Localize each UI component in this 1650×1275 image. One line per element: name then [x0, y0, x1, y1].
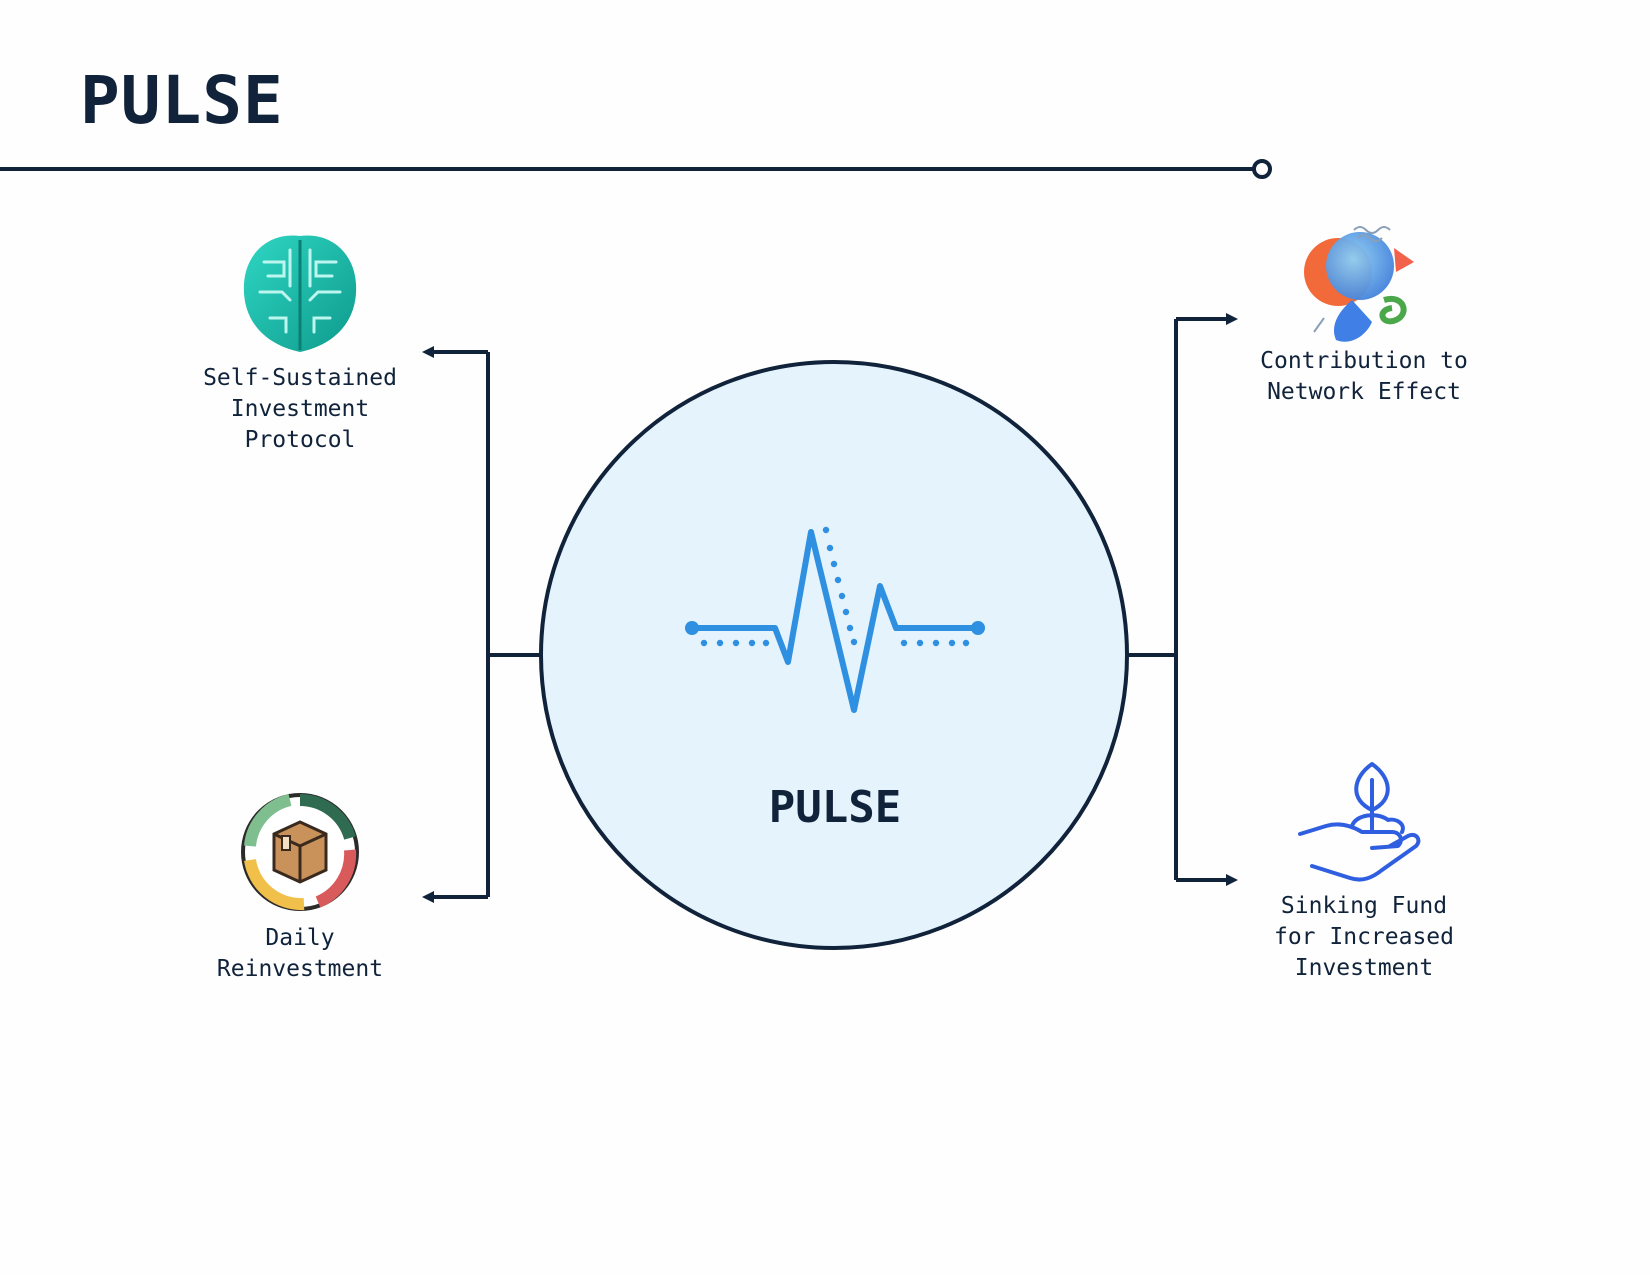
right-connector	[1128, 313, 1238, 886]
header-rule	[0, 159, 1272, 179]
box-cycle-icon	[241, 793, 359, 911]
node-label-network-effect: Contribution to Network Effect	[1260, 348, 1468, 405]
heartbeat-pulse-icon	[685, 526, 985, 713]
hub-label: PULSE	[768, 782, 902, 833]
node-label-daily-reinvestment: Daily Reinvestment	[216, 925, 384, 982]
hand-sprout-icon	[1298, 762, 1421, 882]
circuit-brain-icon	[243, 235, 357, 352]
page-title: PULSE	[80, 62, 284, 139]
node-label-sinking-fund: Sinking Fund for Increased Investment	[1273, 893, 1454, 981]
head-network-icon	[1304, 226, 1414, 342]
node-label-self-sustained: Self-Sustained Investment Protocol	[203, 365, 397, 453]
hub-circle	[539, 360, 1129, 950]
left-connector	[422, 346, 540, 903]
